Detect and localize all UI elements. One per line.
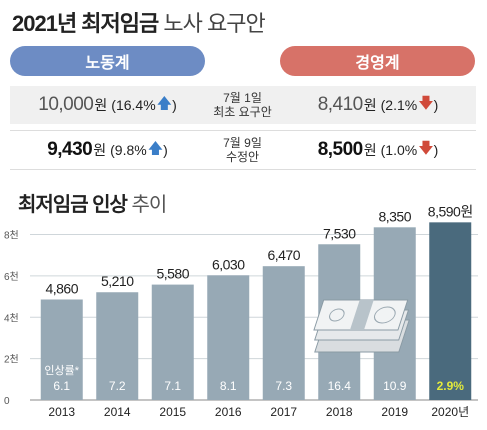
management-first-unit: 원 xyxy=(363,97,377,113)
revised-proposal-row: 9,430 원 (9.8% 🡅) 7월 9일 수정안 8,500 원 (1.0% 🡇) xyxy=(10,130,476,170)
labor-label: 노동계 xyxy=(10,46,205,76)
first-caption: 최초 요구안 xyxy=(213,105,272,119)
labor-first-pct: (16.4% xyxy=(111,97,156,113)
management-first-value: 8,410 xyxy=(317,94,364,115)
revised-caption: 수정안 xyxy=(225,150,260,164)
labor-first-value: 10,000 xyxy=(38,94,94,115)
bar xyxy=(96,292,139,400)
x-tick-label: 2019 xyxy=(381,405,408,419)
bar xyxy=(40,299,83,400)
first-proposal-label: 7월 1일 최초 요구안 xyxy=(205,86,280,124)
bar-value-label: 7,530 xyxy=(323,225,356,241)
management-label: 경영계 xyxy=(280,46,475,76)
chart-title: 최저임금 인상 추이 xyxy=(18,188,168,217)
bar-value-label: 4,860 xyxy=(45,280,78,296)
management-first-close: ) xyxy=(433,97,439,113)
labor-revised-proposal: 9,430 원 (9.8% 🡅) xyxy=(10,131,205,169)
y-tick-label: 6천 xyxy=(4,271,19,283)
x-tick-label: 2018 xyxy=(326,405,353,419)
labor-first-close: ) xyxy=(172,97,177,113)
management-revised-proposal: 8,500 원 (1.0% 🡇) xyxy=(280,131,476,169)
increase-rate-label: 7.1 xyxy=(164,379,181,393)
management-first-pct: (2.1% xyxy=(380,97,418,113)
bar-value-label: 8,590원 xyxy=(428,203,473,219)
management-revised-value: 8,500 xyxy=(317,139,364,160)
x-tick-label: 2013 xyxy=(48,405,75,419)
revised-date: 7월 9일 xyxy=(223,136,262,150)
down-arrow-icon: 🡇 xyxy=(418,139,434,157)
page-title: 2021년 최저임금 노사 요구안 xyxy=(12,6,266,38)
increase-rate-label: 10.9 xyxy=(383,379,407,393)
x-tick-label: 2016 xyxy=(215,405,242,419)
bar xyxy=(151,284,194,400)
y-tick-label: 8천 xyxy=(4,230,19,242)
up-arrow-icon: 🡅 xyxy=(156,94,173,112)
chart-title-strong: 최저임금 인상 xyxy=(18,194,128,216)
title-light: 노사 요구안 xyxy=(163,11,265,36)
x-tick-label: 2014 xyxy=(104,405,131,419)
labor-first-proposal: 10,000 원 (16.4% 🡅) xyxy=(10,86,205,124)
management-first-proposal: 8,410 원 (2.1% 🡇) xyxy=(280,86,476,124)
bar-value-label: 5,580 xyxy=(156,266,189,282)
management-revised-unit: 원 xyxy=(363,142,377,158)
bar xyxy=(207,275,250,400)
increase-rate-label: 7.3 xyxy=(275,379,292,393)
first-proposal-row: 10,000 원 (16.4% 🡅) 7월 1일 최초 요구안 8,410 원 (2.1%… xyxy=(10,86,476,124)
labor-revised-close: ) xyxy=(163,142,168,158)
labor-revised-unit: 원 xyxy=(93,142,107,158)
y-tick-label: 2천 xyxy=(4,354,19,366)
labor-revised-value: 9,430 xyxy=(47,139,93,160)
x-tick-label: 2017 xyxy=(270,405,297,419)
y-tick-label: 4천 xyxy=(4,312,19,324)
chart-title-light: 추이 xyxy=(131,194,168,216)
y-tick-label: 0 xyxy=(4,396,10,407)
increase-rate-label: 8.1 xyxy=(220,379,237,393)
chart-labels: 4,860 6.1 2013 인상률* 5,210 7.2 2014 5,580 7.1 2015… xyxy=(44,203,473,419)
management-revised-pct: (1.0% xyxy=(380,142,418,158)
money-stack-icon xyxy=(313,299,410,353)
increase-rate-label: 6.1 xyxy=(53,379,70,393)
bar xyxy=(429,222,472,400)
increase-rate-label: 16.4 xyxy=(328,379,352,393)
bar-value-label: 8,350 xyxy=(378,208,411,224)
labor-revised-pct: (9.8% xyxy=(110,142,147,158)
x-tick-label: 2015 xyxy=(159,405,186,419)
up-arrow-icon: 🡅 xyxy=(147,139,164,157)
bar-value-label: 6,470 xyxy=(267,247,300,263)
bar-value-label: 5,210 xyxy=(101,273,134,289)
bar-value-label: 6,030 xyxy=(212,256,245,272)
increase-rate-label: 7.2 xyxy=(109,379,126,393)
title-strong: 2021년 최저임금 xyxy=(12,11,159,36)
management-revised-close: ) xyxy=(433,142,439,158)
first-date: 7월 1일 xyxy=(223,91,262,105)
increase-rate-caption: 인상률* xyxy=(44,364,79,377)
labor-first-unit: 원 xyxy=(94,97,108,113)
increase-rate-label: 2.9% xyxy=(437,379,465,393)
down-arrow-icon: 🡇 xyxy=(418,94,434,112)
x-tick-label: 2020년 xyxy=(431,405,469,419)
bar xyxy=(262,266,305,400)
revised-proposal-label: 7월 9일 수정안 xyxy=(205,131,280,169)
